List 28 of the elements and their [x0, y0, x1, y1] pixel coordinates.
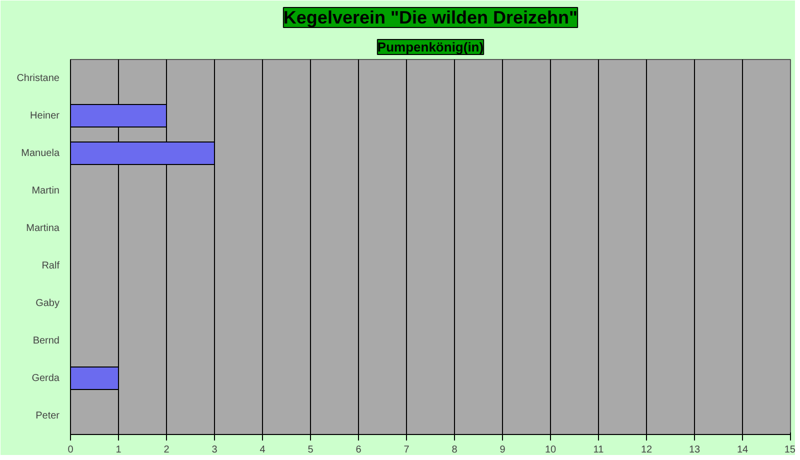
x-tick-label: 10: [544, 444, 556, 456]
x-tick-label: 6: [356, 444, 362, 456]
x-tick-label: 0: [68, 444, 74, 456]
x-tick-label: 4: [260, 444, 266, 456]
x-tick-label: 9: [500, 444, 506, 456]
y-tick-label: Ralf: [42, 260, 60, 272]
chart-subtitle: Pumpenkönig(in): [377, 40, 484, 54]
y-tick-label: Peter: [36, 410, 60, 422]
y-tick-label: Christane: [16, 72, 60, 84]
x-tick-label: 1: [116, 444, 122, 456]
x-tick-label: 11: [593, 444, 604, 456]
y-tick-label: Manuela: [21, 148, 60, 159]
y-tick-label: Martin: [32, 185, 60, 196]
y-tick-label: Heiner: [30, 110, 60, 122]
x-tick-label: 2: [164, 444, 170, 456]
x-tick-label: 12: [640, 444, 652, 456]
x-tick-label: 14: [736, 444, 748, 456]
y-tick-label: Gaby: [36, 298, 60, 309]
y-tick-label: Bernd: [32, 335, 60, 346]
x-tick-label: 5: [308, 444, 314, 456]
x-tick-label: 15: [784, 444, 796, 456]
y-tick-label: Martina: [26, 222, 60, 234]
x-tick-label: 8: [452, 444, 458, 456]
x-tick-label: 13: [688, 444, 700, 456]
x-tick-label: 3: [212, 444, 218, 456]
chart-title: Kegelverein "Die wilden Dreizehn": [283, 8, 578, 28]
y-tick-label: Gerda: [32, 372, 60, 384]
x-tick-label: 7: [404, 444, 410, 456]
